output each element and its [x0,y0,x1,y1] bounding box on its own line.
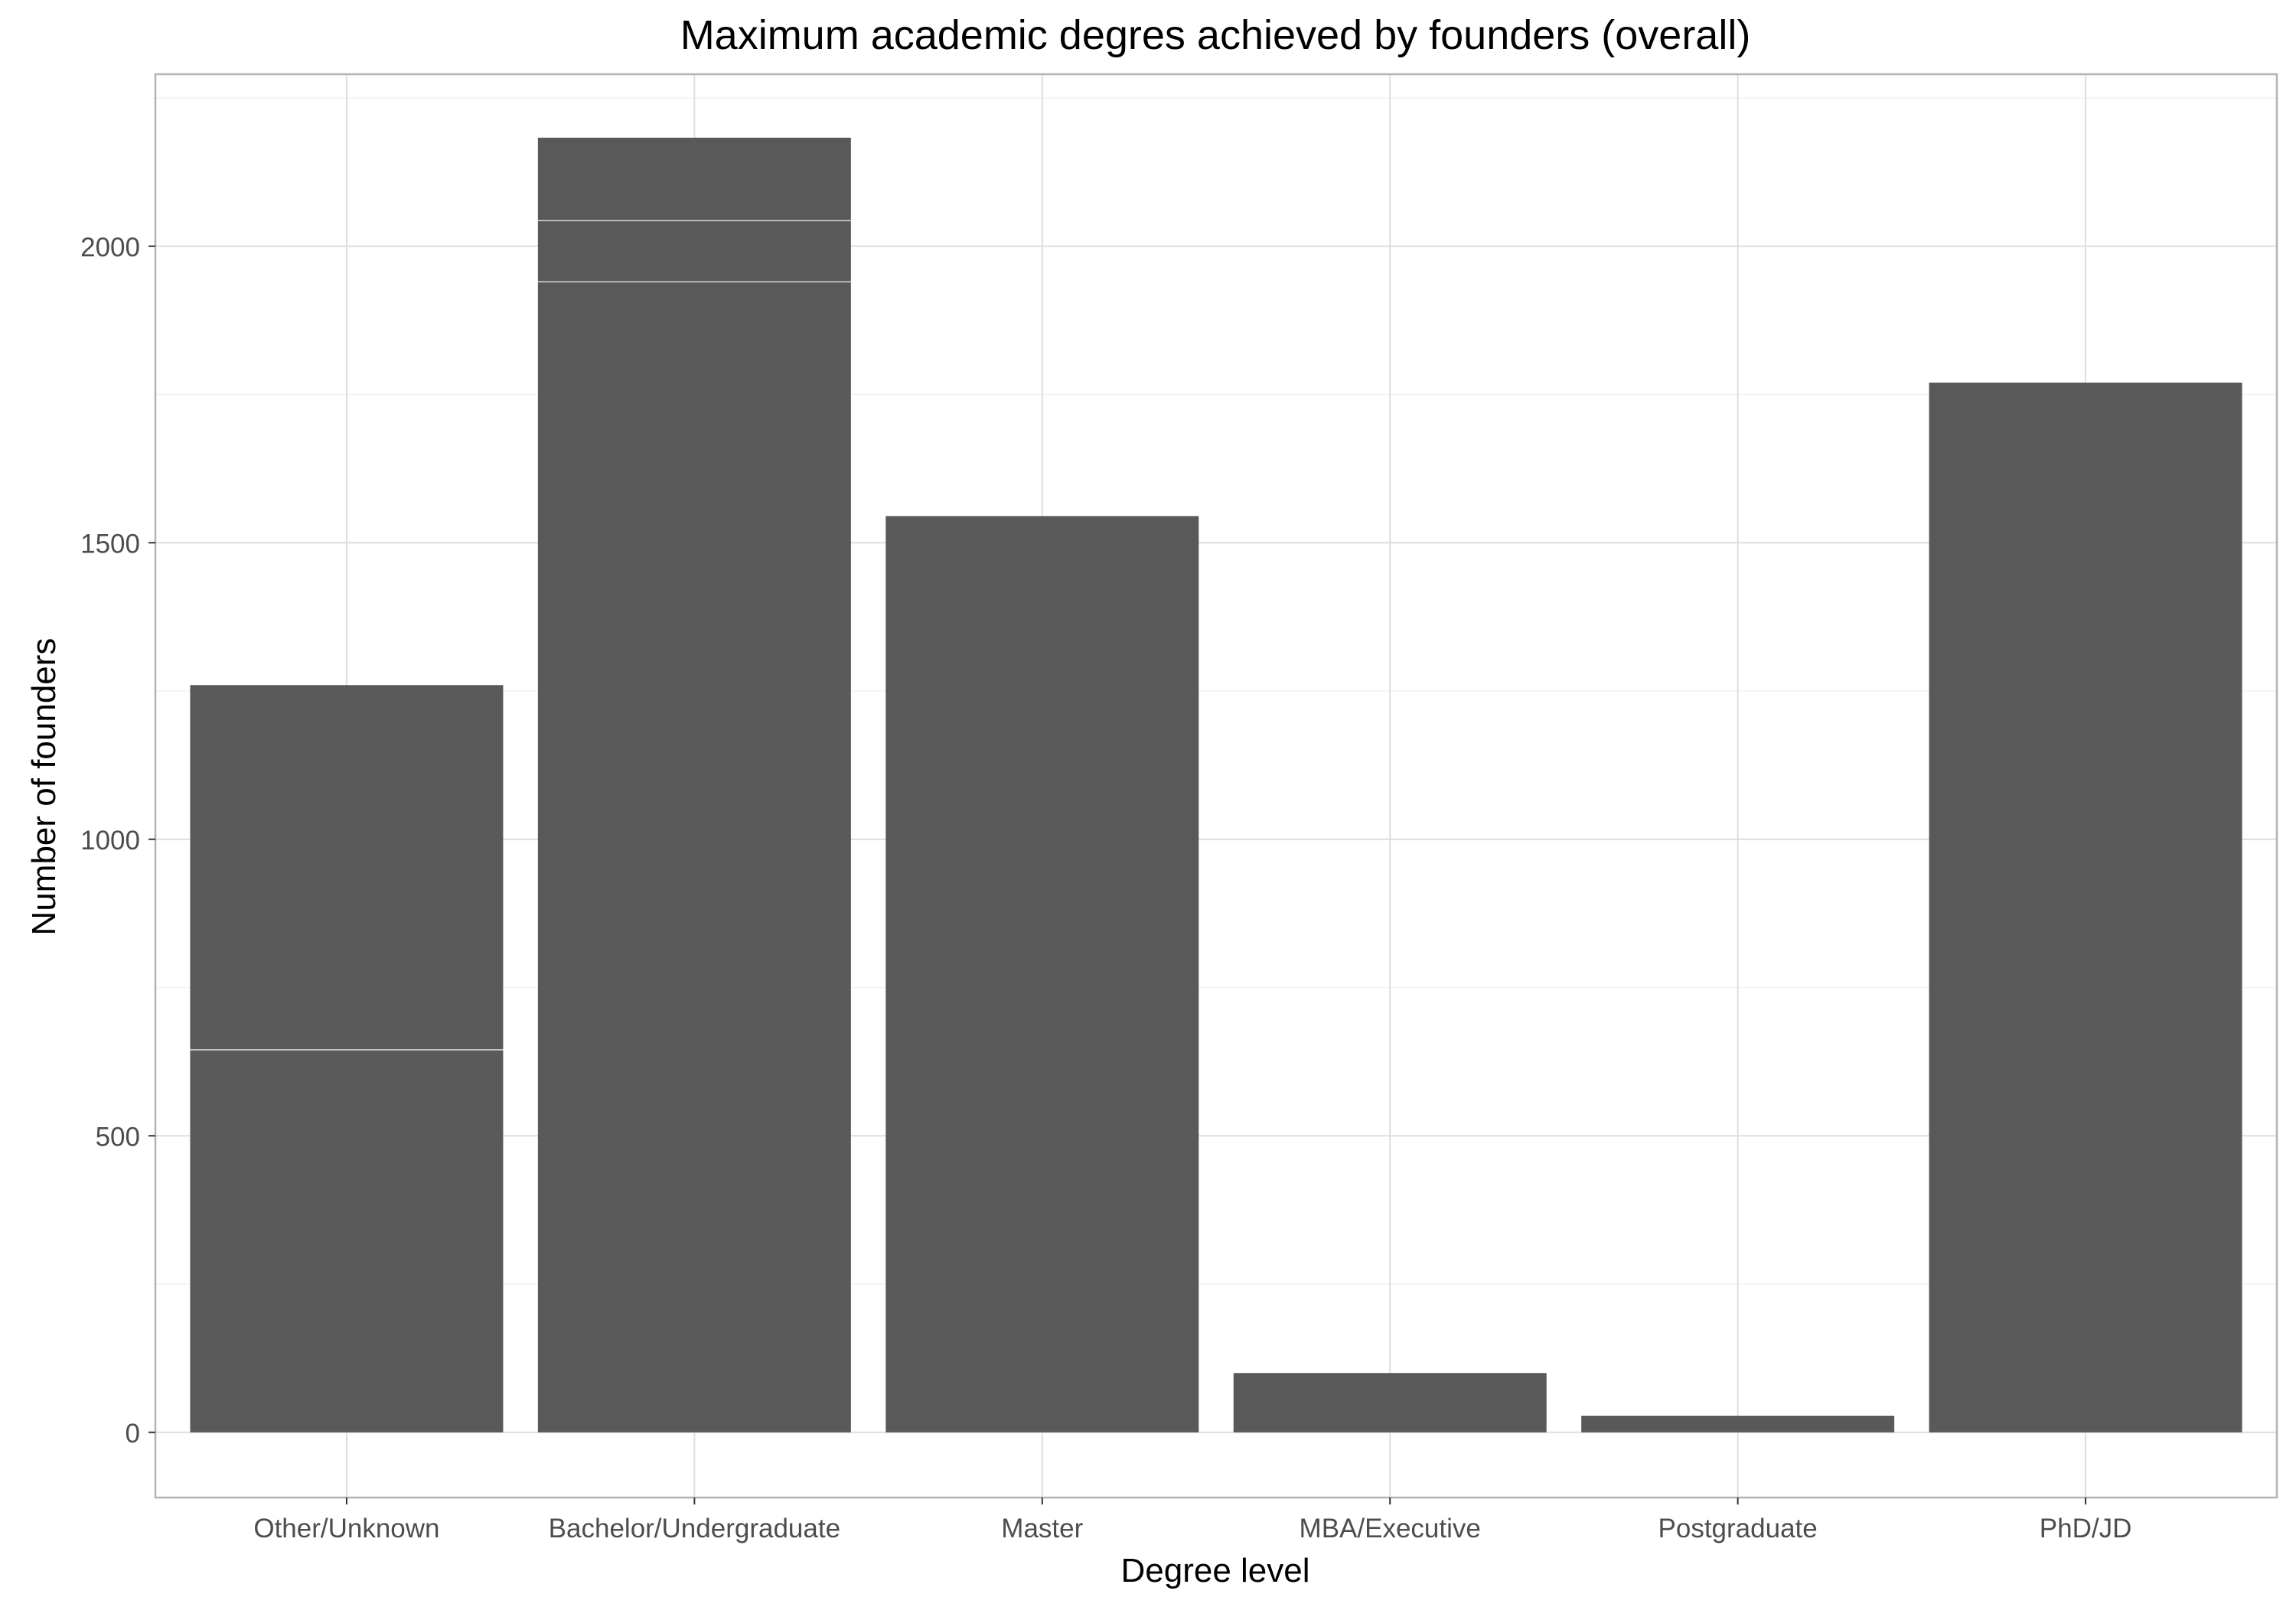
x-tick-label: Bachelor/Undergraduate [549,1514,840,1543]
bar-segment [885,516,1199,1433]
x-tick-labels: Other/Unknown Bachelor/Undergraduate Maste… [253,1498,2131,1543]
y-tick-label: 500 [96,1122,140,1152]
bars [190,137,2242,1433]
y-tick-label: 1000 [80,826,140,856]
x-tick-label: Master [1001,1514,1083,1543]
x-tick-label: Other/Unknown [253,1514,439,1543]
bar-segment [537,137,851,221]
x-axis-title: Degree level [1120,1552,1309,1589]
bar-segment [1929,383,2242,1433]
x-tick-label: PhD/JD [2040,1514,2132,1543]
bar-segment [190,1049,504,1433]
y-tick-label: 1500 [80,529,140,559]
bar-segment [1233,1373,1547,1433]
x-tick-label: MBA/Executive [1300,1514,1481,1543]
bar-segment [190,685,504,1050]
y-axis-title: Number of founders [25,638,63,936]
bar-segment [537,282,851,1433]
bar-segment [537,220,851,282]
y-tick-label: 0 [126,1419,140,1449]
panel-border [154,73,2278,1499]
x-tick-label: Postgraduate [1658,1514,1818,1543]
chart-title: Maximum academic degres achieved by foun… [680,12,1751,58]
y-tick-label: 2000 [80,233,140,262]
bar-segment [1581,1416,1895,1433]
y-tick-labels: 0 500 1000 1500 2000 [80,233,155,1449]
